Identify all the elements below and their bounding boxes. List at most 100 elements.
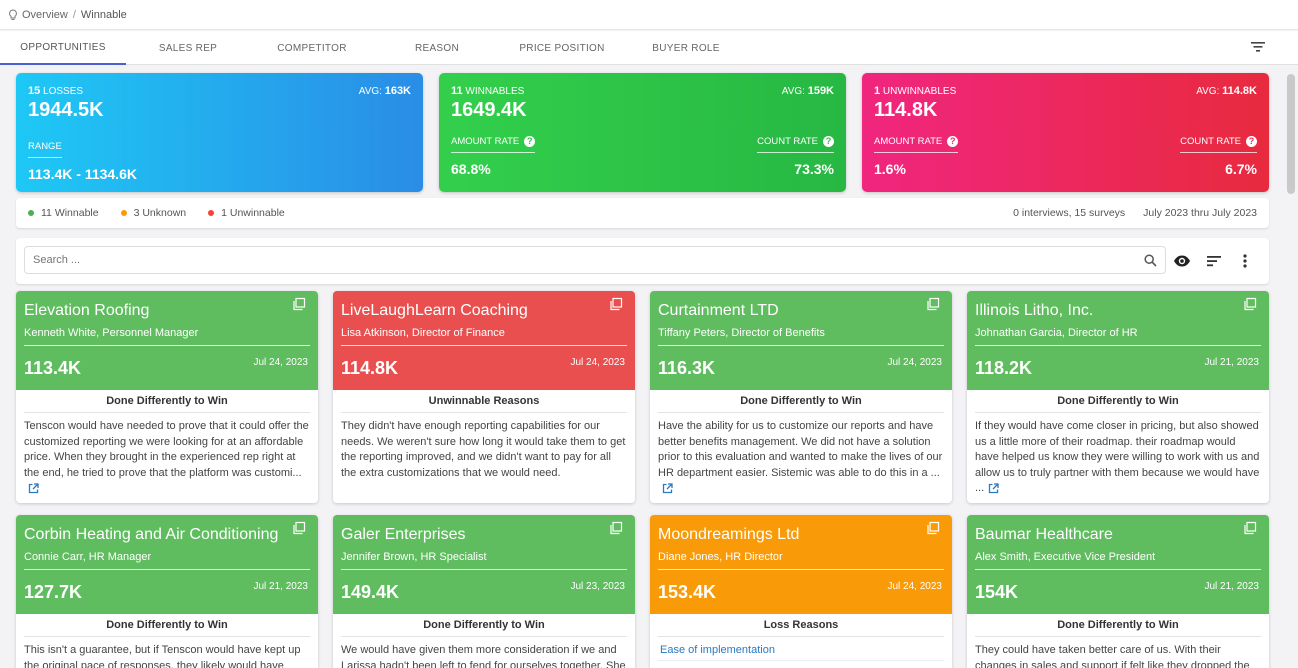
- tab-reason[interactable]: REASON: [414, 42, 460, 54]
- section-title: Unwinnable Reasons: [341, 395, 627, 413]
- company-name: Illinois Litho, Inc.: [975, 302, 1094, 319]
- tab-price-position[interactable]: PRICE POSITION: [519, 42, 605, 54]
- copy-icon[interactable]: [926, 521, 940, 535]
- deal-amount: 127.7K: [24, 582, 83, 602]
- copy-icon[interactable]: [292, 521, 306, 535]
- section-title: Done Differently to Win: [975, 395, 1261, 413]
- winnables-card: 11 WINNABLES AVG: 159K 1649.4K AMOUNT RA…: [439, 73, 846, 192]
- search-icon[interactable]: [1144, 253, 1157, 267]
- losses-card: 15 LOSSES AVG: 163K 1944.5K RANGE 113.4K…: [16, 73, 423, 192]
- card-text: They could have taken better care of us.…: [975, 644, 1250, 668]
- deal-date: Jul 21, 2023: [1204, 357, 1260, 368]
- open-external-icon[interactable]: [28, 482, 39, 494]
- help-icon[interactable]: ?: [1246, 136, 1257, 147]
- deal-amount: 118.2K: [975, 358, 1033, 378]
- loss-reason-link[interactable]: Ease of implementation: [658, 637, 944, 661]
- contact-name: Jennifer Brown, HR Specialist: [341, 551, 627, 570]
- deal-amount: 149.4K: [341, 582, 400, 602]
- copy-icon[interactable]: [609, 297, 623, 311]
- opportunity-card[interactable]: Galer Enterprises Jennifer Brown, HR Spe…: [333, 515, 635, 668]
- tab-competitor[interactable]: COMPETITOR: [277, 42, 347, 54]
- contact-name: Connie Carr, HR Manager: [24, 551, 310, 570]
- opportunity-card[interactable]: Elevation Roofing Kenneth White, Personn…: [16, 291, 318, 503]
- breadcrumb-overview[interactable]: Overview: [22, 8, 68, 21]
- deal-date: Jul 23, 2023: [570, 581, 626, 592]
- copy-icon[interactable]: [609, 521, 623, 535]
- losses-avg: 163K: [384, 85, 411, 97]
- help-icon[interactable]: ?: [823, 136, 834, 147]
- contact-name: Alex Smith, Executive Vice President: [975, 551, 1261, 570]
- count-rate-label: COUNT RATE?: [1180, 136, 1257, 153]
- count-rate-label: COUNT RATE?: [757, 136, 834, 153]
- status-legend: 11 Winnable 3 Unknown 1 Unwinnable 0 int…: [16, 198, 1269, 228]
- count-rate-value: 73.3%: [794, 161, 834, 177]
- sort-icon[interactable]: [1205, 253, 1223, 269]
- filter-icon[interactable]: [1250, 40, 1266, 54]
- amount-rate-label: AMOUNT RATE?: [451, 136, 536, 153]
- open-external-icon[interactable]: [988, 482, 999, 494]
- help-icon[interactable]: ?: [524, 136, 536, 147]
- company-name: Moondreamings Ltd: [658, 526, 800, 543]
- tab-sales-rep[interactable]: SALES REP: [158, 42, 218, 54]
- search-input[interactable]: [33, 254, 1144, 266]
- orange-dot-icon: [120, 210, 127, 216]
- contact-name: Tiffany Peters, Director of Benefits: [658, 327, 944, 346]
- help-icon[interactable]: ?: [947, 136, 959, 147]
- more-vert-icon[interactable]: [1236, 253, 1254, 269]
- lightbulb-icon: [9, 8, 17, 20]
- opportunity-card[interactable]: Curtainment LTD Tiffany Peters, Director…: [650, 291, 952, 503]
- legend-unwinnable[interactable]: 1 Unwinnable: [208, 207, 285, 219]
- deal-date: Jul 21, 2023: [1204, 581, 1260, 592]
- losses-count: 15 LOSSES: [28, 85, 84, 97]
- opportunity-card[interactable]: LiveLaughLearn Coaching Lisa Atkinson, D…: [333, 291, 635, 503]
- interviews-summary: 0 interviews, 15 surveys: [1013, 207, 1126, 219]
- amount-rate-value: 68.8%: [451, 161, 491, 177]
- section-title: Done Differently to Win: [24, 619, 310, 637]
- winnables-avg: 159K: [807, 85, 834, 97]
- section-title: Done Differently to Win: [658, 395, 944, 413]
- eye-icon[interactable]: [1173, 253, 1191, 269]
- deal-amount: 116.3K: [658, 358, 716, 378]
- amount-rate-label: AMOUNT RATE?: [874, 136, 959, 153]
- copy-icon[interactable]: [292, 297, 306, 311]
- deal-date: Jul 21, 2023: [253, 581, 309, 592]
- search-box: [24, 246, 1166, 274]
- section-title: Done Differently to Win: [975, 619, 1261, 637]
- winnables-count: 11 WINNABLES: [451, 85, 525, 97]
- opportunity-card[interactable]: Baumar Healthcare Alex Smith, Executive …: [967, 515, 1269, 668]
- deal-date: Jul 24, 2023: [887, 357, 943, 368]
- company-name: Curtainment LTD: [658, 302, 779, 319]
- copy-icon[interactable]: [1243, 297, 1257, 311]
- date-range: July 2023 thru July 2023: [1143, 207, 1257, 219]
- deal-date: Jul 24, 2023: [887, 581, 943, 592]
- tab-bar: OPPORTUNITIES SALES REP COMPETITOR REASO…: [0, 31, 1298, 65]
- opportunity-card[interactable]: Corbin Heating and Air Conditioning Conn…: [16, 515, 318, 668]
- scrollbar[interactable]: [1287, 74, 1295, 194]
- tab-opportunities[interactable]: OPPORTUNITIES: [0, 31, 126, 65]
- section-title: Loss Reasons: [658, 619, 944, 637]
- contact-name: Diane Jones, HR Director: [658, 551, 944, 570]
- opportunity-card[interactable]: Moondreamings Ltd Diane Jones, HR Direct…: [650, 515, 952, 668]
- unwinnables-card: 1 UNWINNABLES AVG: 114.8K 114.8K AMOUNT …: [862, 73, 1269, 192]
- red-dot-icon: [208, 210, 215, 216]
- unwinnables-avg: 114.8K: [1222, 85, 1257, 97]
- legend-unknown[interactable]: 3 Unknown: [120, 207, 186, 219]
- open-external-icon[interactable]: [662, 482, 673, 494]
- deal-date: Jul 24, 2023: [253, 357, 309, 368]
- range-label: RANGE: [28, 141, 62, 158]
- section-title: Done Differently to Win: [24, 395, 310, 413]
- opportunity-card[interactable]: Illinois Litho, Inc. Johnathan Garcia, D…: [967, 291, 1269, 503]
- legend-winnable[interactable]: 11 Winnable: [28, 207, 99, 219]
- card-text: They didn't have enough reporting capabi…: [341, 420, 626, 479]
- company-name: Elevation Roofing: [24, 302, 150, 319]
- breadcrumb-current: Winnable: [80, 8, 127, 21]
- card-text: Tenscon would have needed to prove that …: [16, 413, 318, 497]
- tab-buyer-role[interactable]: BUYER ROLE: [652, 42, 720, 54]
- copy-icon[interactable]: [926, 297, 940, 311]
- unwinnables-total: 114.8K: [874, 99, 938, 121]
- range-value: 113.4K - 1134.6K: [28, 166, 137, 182]
- copy-icon[interactable]: [1243, 521, 1257, 535]
- unwinnables-count: 1 UNWINNABLES: [874, 85, 957, 97]
- contact-name: Lisa Atkinson, Director of Finance: [341, 327, 627, 346]
- deal-amount: 113.4K: [24, 358, 82, 378]
